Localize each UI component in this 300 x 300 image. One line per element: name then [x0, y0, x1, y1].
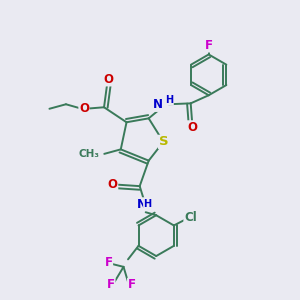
- Text: F: F: [104, 256, 112, 269]
- Text: O: O: [108, 178, 118, 191]
- Text: H: H: [143, 199, 152, 208]
- Text: N: N: [137, 198, 147, 211]
- Text: O: O: [79, 102, 89, 115]
- Text: N: N: [153, 98, 163, 111]
- Text: S: S: [159, 135, 168, 148]
- Text: H: H: [165, 95, 173, 105]
- Text: F: F: [205, 39, 213, 52]
- Text: F: F: [128, 278, 136, 291]
- Text: CH₃: CH₃: [79, 149, 100, 159]
- Text: F: F: [107, 278, 115, 291]
- Text: Cl: Cl: [184, 211, 197, 224]
- Text: O: O: [187, 121, 197, 134]
- Text: O: O: [103, 73, 113, 86]
